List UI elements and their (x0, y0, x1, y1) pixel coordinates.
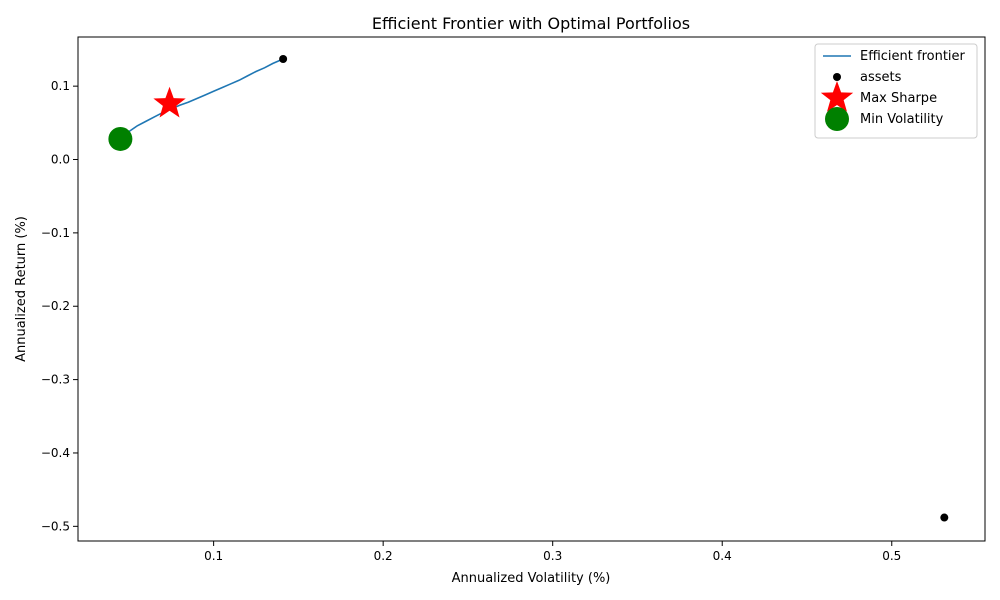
series-efficient-frontier (124, 58, 284, 138)
x-tick-label: 0.4 (713, 549, 732, 563)
y-tick-label: −0.4 (41, 446, 70, 460)
frontier-line (124, 58, 284, 138)
x-tick-label: 0.3 (543, 549, 562, 563)
legend-circle-handle (825, 107, 849, 131)
y-tick-label: 0.0 (51, 153, 70, 167)
series-min-volatility (108, 126, 133, 151)
series-assets (279, 55, 949, 522)
asset-point (279, 55, 288, 64)
y-tick-label: −0.5 (41, 519, 70, 533)
y-axis-label: Annualized Return (%) (14, 216, 29, 362)
axes: 0.1 0.2 0.3 0.4 0.5 0.1 0.0 −0.1 −0.2 −0.3 −0.4 −0.… (41, 36, 986, 563)
y-tick-label: −0.1 (41, 226, 70, 240)
y-tick-label: −0.3 (41, 373, 70, 387)
legend-label: Efficient frontier (860, 49, 966, 64)
series-max-sharpe (153, 86, 186, 118)
min-volatility-marker (108, 126, 133, 151)
legend-star-handle (820, 81, 854, 112)
x-axis-label: Annualized Volatility (%) (452, 571, 611, 586)
y-tick-label: −0.2 (41, 299, 70, 313)
legend-label: Min Volatility (860, 112, 944, 127)
legend-dot-handle (833, 73, 841, 81)
legend-box (814, 43, 978, 139)
plot-frame (77, 36, 986, 542)
x-tick-label: 0.2 (374, 549, 393, 563)
asset-point (940, 513, 949, 522)
legend-label: Max Sharpe (860, 91, 937, 106)
x-tick-label: 0.5 (882, 549, 901, 563)
legend-label: assets (860, 70, 902, 85)
x-tick-label: 0.1 (204, 549, 223, 563)
chart-title: Efficient Frontier with Optimal Portfoli… (372, 14, 690, 33)
y-tick-label: 0.1 (51, 79, 70, 93)
max-sharpe-marker (153, 86, 186, 118)
legend: Efficient frontier assets Max Sharpe Min Vo… (814, 43, 978, 139)
plot-area (108, 55, 949, 522)
